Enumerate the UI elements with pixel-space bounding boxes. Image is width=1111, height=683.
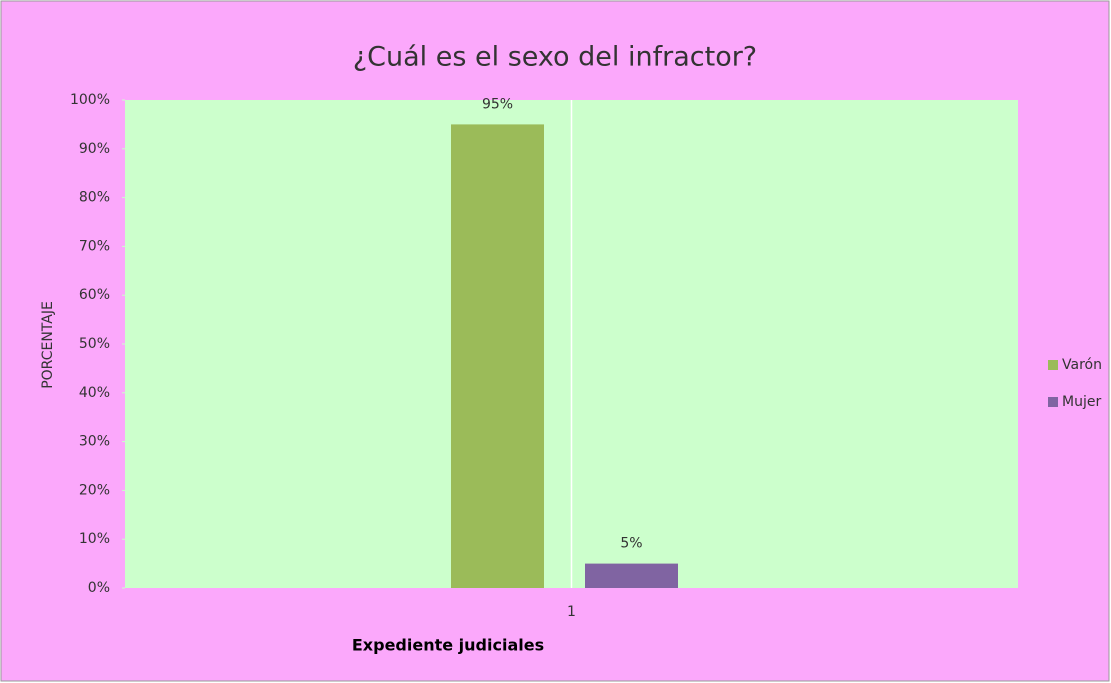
y-tick-label: 90% [79, 141, 110, 157]
data-label: 95% [482, 96, 513, 112]
y-tick-label: 60% [79, 287, 110, 303]
y-axis-label: PORCENTAJE [40, 301, 56, 389]
y-tick-label: 70% [79, 238, 110, 254]
x-tick-label: 1 [567, 604, 576, 620]
y-tick-label: 100% [70, 92, 110, 108]
y-tick-label: 80% [79, 190, 110, 206]
y-tick-label: 30% [79, 434, 110, 450]
y-tick-label: 10% [79, 531, 110, 547]
data-label: 5% [620, 536, 642, 552]
legend-label: Mujer [1062, 394, 1101, 410]
bar [585, 563, 678, 588]
legend-swatch [1048, 397, 1058, 407]
y-tick-label: 50% [79, 336, 110, 352]
bar [451, 124, 544, 589]
legend-label: Varón [1062, 357, 1102, 373]
y-tick-label: 20% [79, 482, 110, 498]
x-axis-label: Expediente judiciales [352, 636, 544, 655]
y-tick-label: 0% [88, 580, 110, 596]
legend-swatch [1048, 360, 1058, 370]
chart-title: ¿Cuál es el sexo del infractor? [353, 42, 757, 73]
y-tick-label: 40% [79, 385, 110, 401]
